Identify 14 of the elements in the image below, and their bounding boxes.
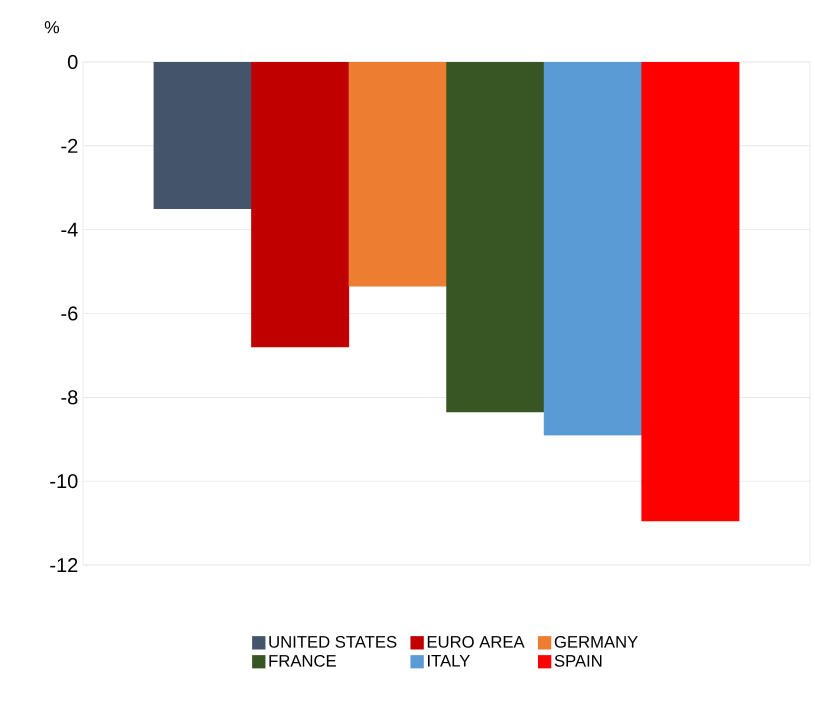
y-tick-label: -2 [61, 138, 78, 153]
y-tick-label: 0 [68, 54, 78, 70]
y-tick-label: -8 [61, 390, 78, 404]
legend-label: FRANCE [269, 654, 336, 667]
y-tick-label: -4 [61, 222, 78, 237]
legend-label: SPAIN [554, 654, 602, 667]
legend-label: GERMANY [554, 636, 638, 648]
y-tick-label: -12 [50, 558, 78, 572]
y-tick-label: -10 [50, 474, 78, 488]
legend-label: ITALY [428, 655, 470, 666]
y-axis-title: % [44, 21, 60, 34]
y-tick-label: -6 [61, 306, 78, 321]
legend-label: EURO AREA [428, 636, 525, 648]
legend-label: UNITED STATES [269, 636, 396, 648]
